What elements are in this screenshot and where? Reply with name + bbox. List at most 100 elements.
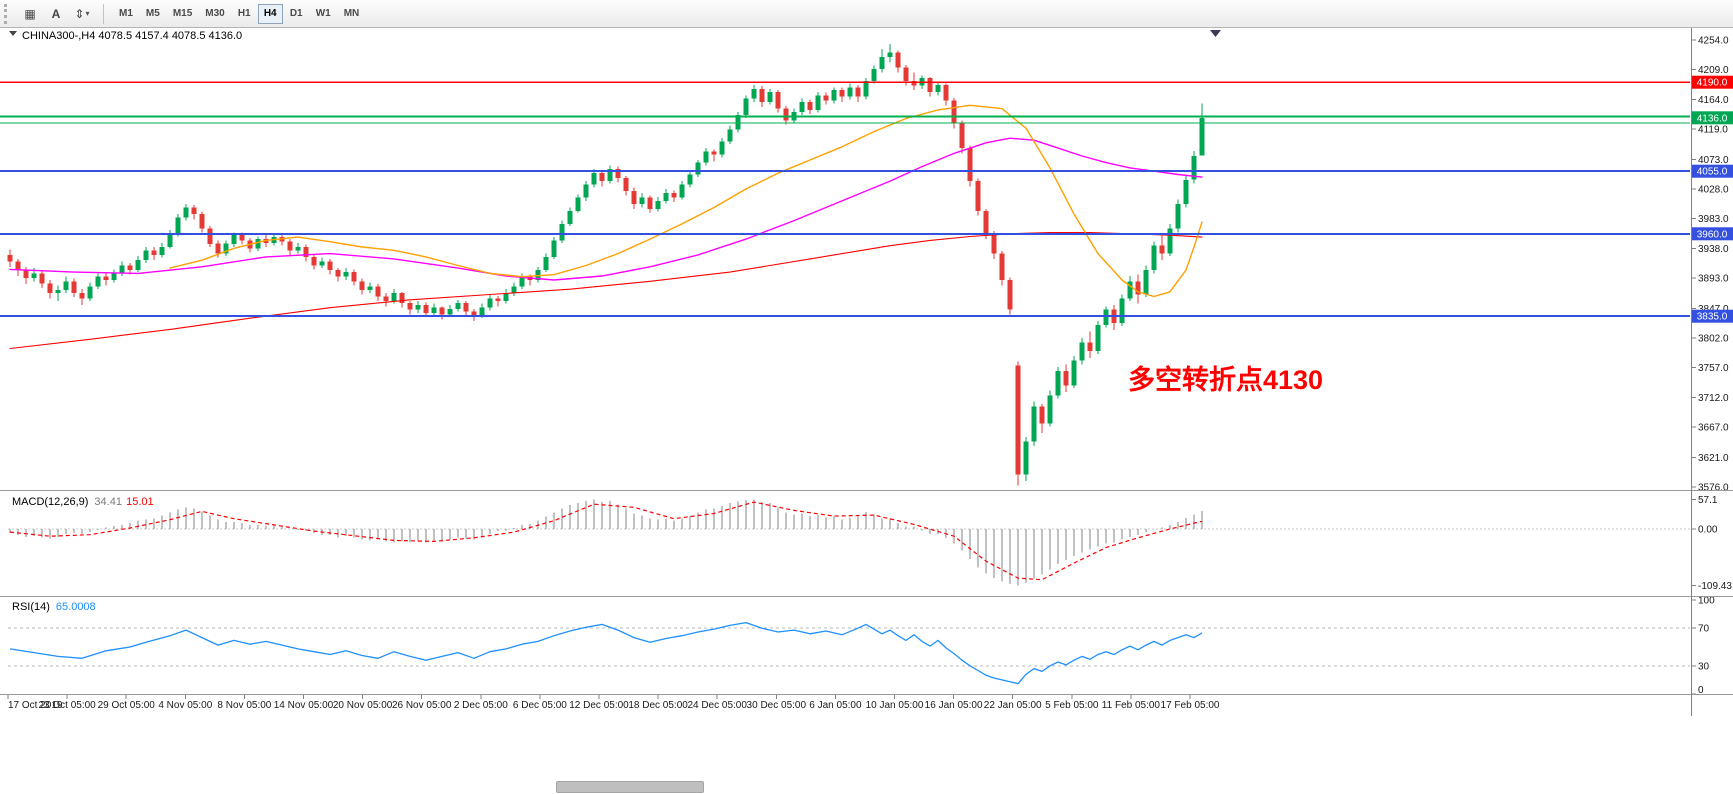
candle-up — [1175, 204, 1181, 229]
candle-up — [1127, 281, 1133, 299]
text-tool-button[interactable]: A — [44, 3, 68, 25]
candle-up — [447, 309, 453, 315]
candle-up — [1119, 298, 1125, 323]
candle-down — [463, 303, 469, 312]
bar-style-button[interactable]: ▦ — [18, 3, 42, 25]
rsi-axis-label: 30 — [1698, 661, 1710, 672]
rsi-name: RSI(14) — [12, 601, 50, 613]
candle-up — [95, 276, 101, 287]
candle-up — [567, 210, 573, 224]
time-axis-label: 23 Oct 05:00 — [38, 700, 96, 711]
candle-down — [335, 270, 341, 277]
candle-down — [423, 305, 429, 313]
candle-down — [311, 256, 317, 266]
candle-down — [991, 233, 997, 254]
candle-up — [1103, 309, 1109, 325]
candle-up — [607, 169, 613, 182]
timeframe-button-mn[interactable]: MN — [338, 4, 366, 24]
candle-up — [1199, 117, 1205, 156]
timeframe-button-m5[interactable]: M5 — [140, 4, 166, 24]
rsi-line — [9, 621, 1203, 685]
price-axis-label: 3983.0 — [1698, 214, 1729, 225]
horizontal-scrollbar-thumb[interactable] — [556, 781, 704, 793]
time-axis-label: 14 Nov 05:00 — [274, 700, 334, 711]
timeframe-button-m30[interactable]: M30 — [199, 4, 230, 24]
candle-down — [983, 210, 989, 234]
candle-up — [935, 84, 941, 93]
candle-down — [647, 197, 653, 209]
candle-up — [167, 233, 173, 247]
candle-up — [1055, 371, 1061, 396]
candle-down — [439, 307, 445, 315]
candle-down — [151, 250, 157, 255]
time-axis-label: 30 Dec 05:00 — [747, 700, 807, 711]
candle-down — [967, 148, 973, 182]
candle-down — [39, 273, 45, 284]
time-axis-label: 2 Dec 05:00 — [454, 700, 508, 711]
time-axis-label: 4 Nov 05:00 — [158, 700, 212, 711]
candle-up — [183, 207, 189, 218]
time-axis-label: 12 Dec 05:00 — [569, 700, 629, 711]
main-toolbar: ▦ A ⇕ ▾ M1 M5 M15 M30 H1 H4 D1 W1 MN — [0, 0, 1733, 28]
candle-down — [671, 193, 677, 198]
candle-down — [1015, 365, 1021, 475]
candle-down — [23, 270, 29, 278]
scale-cycle-button[interactable]: ⇕ ▾ — [70, 3, 94, 25]
candle-up — [1151, 245, 1157, 271]
timeframe-button-m1[interactable]: M1 — [113, 4, 139, 24]
candle-up — [135, 260, 141, 271]
candle-up — [223, 243, 229, 254]
candle-down — [215, 243, 221, 254]
bar-shift-marker-icon[interactable] — [1210, 30, 1221, 37]
candle-up — [735, 115, 741, 130]
price-axis-label: 3802.0 — [1698, 334, 1729, 345]
candle-up — [703, 151, 709, 163]
chart-plot-area[interactable] — [0, 28, 1691, 694]
candle-down — [103, 276, 109, 280]
macd-label: MACD(12,26,9) 34.41 15.01 — [12, 496, 154, 508]
candle-up — [695, 162, 701, 175]
timeframe-button-w1[interactable]: W1 — [310, 4, 337, 24]
candle-up — [31, 273, 37, 278]
timeframe-button-h4[interactable]: H4 — [257, 3, 283, 24]
macd-axis-label: 0.00 — [1698, 525, 1718, 536]
candle-up — [1167, 228, 1173, 254]
cycle-arrows-icon: ⇕ — [74, 6, 85, 21]
candle-down — [199, 214, 205, 229]
time-axis-label: 6 Dec 05:00 — [513, 700, 567, 711]
chart-title: CHINA300-,H4 4078.5 4157.4 4078.5 4136.0 — [22, 30, 242, 42]
price-axis[interactable] — [1691, 28, 1733, 716]
candle-down — [823, 95, 829, 101]
macd-signal-line — [9, 501, 1203, 581]
candle-down — [911, 80, 917, 86]
candle-down — [999, 253, 1005, 280]
candle-down — [623, 177, 629, 191]
candle-up — [231, 235, 237, 244]
candle-up — [455, 303, 461, 309]
price-axis-label: 4119.0 — [1698, 125, 1728, 136]
candle-up — [1079, 342, 1085, 361]
timeframe-button-d1[interactable]: D1 — [284, 4, 309, 24]
candle-up — [815, 95, 821, 110]
time-axis-label: 16 Jan 05:00 — [925, 700, 983, 711]
price-axis-label: 4254.0 — [1698, 36, 1729, 47]
candle-down — [839, 90, 845, 97]
candle-down — [383, 296, 389, 302]
candle-up — [871, 69, 877, 81]
price-axis-label: 3712.0 — [1698, 393, 1729, 404]
candle-down — [1087, 342, 1093, 352]
candle-down — [399, 293, 405, 304]
candle-down — [1007, 280, 1013, 310]
candle-down — [303, 247, 309, 257]
candle-down — [615, 169, 621, 178]
price-axis-label: 3938.0 — [1698, 244, 1729, 255]
candle-up — [295, 247, 301, 251]
candle-up — [519, 276, 525, 287]
candle-down — [287, 241, 293, 251]
price-axis-label: 4073.0 — [1698, 155, 1729, 166]
candle-up — [1183, 179, 1189, 205]
toolbar-grip[interactable] — [4, 3, 11, 24]
timeframe-button-m15[interactable]: M15 — [167, 4, 198, 24]
timeframe-button-h1[interactable]: H1 — [232, 4, 257, 24]
